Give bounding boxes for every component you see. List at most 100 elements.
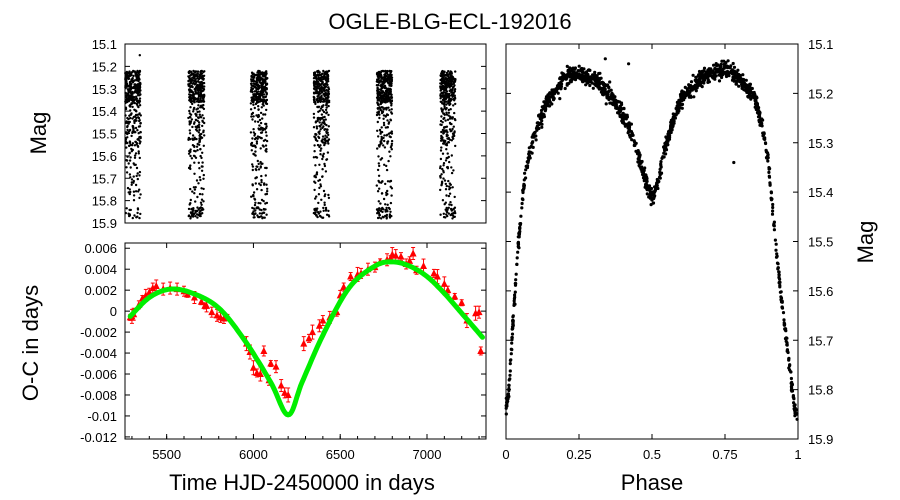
lightcurve-point xyxy=(314,132,317,136)
lightcurve-point xyxy=(260,198,264,202)
lightcurve-point xyxy=(445,71,449,75)
lightcurve-point xyxy=(323,83,326,86)
phased-point xyxy=(783,327,787,331)
lightcurve-point xyxy=(128,128,132,132)
lightcurve-point xyxy=(127,99,131,102)
lightcurve-point xyxy=(198,176,201,179)
lightcurve-point xyxy=(385,213,389,217)
lightcurve-point xyxy=(376,129,379,132)
lightcurve-point xyxy=(195,108,198,111)
phased-point xyxy=(673,112,677,116)
phased-point xyxy=(545,102,550,106)
phased-point xyxy=(556,85,560,89)
lightcurve-point xyxy=(131,216,134,220)
phased-point xyxy=(679,103,684,107)
lightcurve-point xyxy=(259,121,263,125)
lightcurve-point xyxy=(193,121,196,124)
lightcurve-point xyxy=(130,178,134,181)
lightcurve-point xyxy=(131,144,134,147)
phased-point xyxy=(522,184,527,188)
lightcurve-point xyxy=(377,99,381,102)
lightcurve-point xyxy=(265,87,268,90)
phased-point xyxy=(509,352,513,356)
phased-point xyxy=(734,70,739,74)
lightcurve-point xyxy=(195,114,198,118)
phased-point xyxy=(784,339,788,343)
lightcurve-point xyxy=(379,140,382,143)
lightcurve-point xyxy=(313,72,316,76)
lightcurve-point xyxy=(127,96,131,99)
phased-point xyxy=(512,299,516,303)
lightcurve-point xyxy=(262,87,266,91)
lightcurve-point xyxy=(250,71,254,74)
phased-point xyxy=(595,77,599,81)
phased-point xyxy=(648,189,652,193)
phased-point xyxy=(648,193,652,197)
lightcurve-point xyxy=(377,73,381,76)
lightcurve-point xyxy=(390,84,393,87)
lightcurve-point xyxy=(265,147,268,151)
lightcurve-point xyxy=(443,113,446,117)
phased-point xyxy=(792,397,796,401)
lightcurve-point xyxy=(132,115,136,119)
lightcurve-point xyxy=(319,79,323,83)
phased-point xyxy=(776,262,780,266)
lightcurve-point xyxy=(194,209,197,213)
lightcurve-point xyxy=(197,213,200,217)
phased-ytick-label: 15.1 xyxy=(808,37,833,52)
lightcurve-point xyxy=(265,134,268,137)
phased-point xyxy=(741,79,745,83)
lightcurve-point xyxy=(256,98,260,101)
lightcurve-point xyxy=(318,88,322,91)
lightcurve-point xyxy=(322,110,326,114)
oc-ytick-label: -0.01 xyxy=(87,409,117,424)
lightcurve-point xyxy=(192,154,196,157)
lightcurve-point xyxy=(379,102,382,106)
phased-point xyxy=(771,202,775,207)
lightcurve-point xyxy=(253,203,257,207)
oc-ytick-label: -0.004 xyxy=(80,346,117,361)
lightcurve-point xyxy=(196,149,199,152)
phased-point xyxy=(720,75,724,80)
lightcurve-point xyxy=(191,100,194,103)
phased-ytick-label: 15.5 xyxy=(808,235,833,250)
lightcurve-point xyxy=(389,155,392,158)
phased-point xyxy=(637,156,641,160)
lightcurve-point xyxy=(199,85,202,88)
lightcurve-point xyxy=(382,114,386,117)
lightcurve-point xyxy=(375,184,378,187)
lightcurve-point xyxy=(454,211,457,215)
phased-point xyxy=(510,327,514,331)
phased-point xyxy=(531,140,535,144)
lightcurve-point xyxy=(443,96,446,100)
phased-point xyxy=(666,133,670,137)
lightcurve-point xyxy=(382,123,386,127)
lightcurve-point xyxy=(128,120,131,124)
lightcurve-point xyxy=(254,120,257,123)
lightcurve-point xyxy=(126,128,129,132)
phased-point xyxy=(551,91,555,95)
lightcurve-point xyxy=(315,156,319,159)
lightcurve-point xyxy=(189,211,193,214)
lightcurve-point xyxy=(199,88,202,91)
lightcurve-point xyxy=(265,139,269,143)
lightcurve-point xyxy=(316,211,320,214)
lightcurve-point xyxy=(447,114,450,117)
lightcurve-point xyxy=(312,156,316,159)
lightcurve-point xyxy=(203,85,206,88)
phased-point xyxy=(508,373,512,377)
lightcurve-point xyxy=(315,86,318,89)
phased-point xyxy=(724,74,729,79)
phased-point xyxy=(560,78,565,82)
lightcurve-point xyxy=(312,81,316,85)
lightcurve-point xyxy=(200,72,203,75)
lightcurve-point xyxy=(263,100,266,103)
lightcurve-point xyxy=(376,86,379,89)
lightcurve-point xyxy=(250,149,253,152)
lightcurve-point xyxy=(320,147,323,150)
oc-yticks: 0.006 0.004 0.002 0 -0.002 -0.004 -0.006 -0.008… xyxy=(80,241,486,445)
phased-point xyxy=(514,272,518,276)
lightcurve-point xyxy=(318,132,321,135)
lightcurve-point xyxy=(320,139,323,143)
lightcurve-point xyxy=(378,107,382,110)
